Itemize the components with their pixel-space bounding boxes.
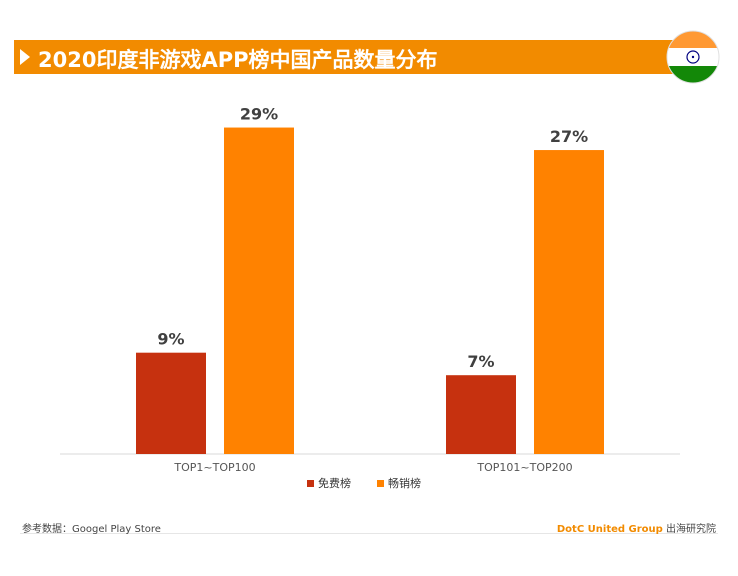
data-label: 9% xyxy=(157,330,184,349)
footer-divider xyxy=(20,533,718,534)
legend-swatch xyxy=(377,480,384,487)
data-label: 27% xyxy=(550,127,588,146)
x-tick-label: TOP101~TOP200 xyxy=(476,461,572,474)
brand-credit: DotC United Group 出海研究院 xyxy=(557,520,716,535)
data-label: 29% xyxy=(240,105,278,124)
bar xyxy=(136,352,206,454)
source-note: 参考数据：Googel Play Store xyxy=(22,524,161,535)
bar xyxy=(224,127,294,455)
brand-name: DotC United Group xyxy=(556,524,663,535)
data-label: 7% xyxy=(467,352,494,371)
legend-label: 免费榜 xyxy=(318,476,351,490)
legend-label: 畅销榜 xyxy=(388,476,421,490)
title-arrow-icon xyxy=(20,49,30,65)
page-title: 2020印度非游戏APP榜中国产品数量分布 xyxy=(38,48,438,72)
brand-suffix: 出海研究院 xyxy=(662,524,716,535)
title-bar: 2020印度非游戏APP榜中国产品数量分布 xyxy=(14,40,708,74)
india-flag-icon xyxy=(666,30,720,84)
bar xyxy=(534,150,604,455)
x-tick-label: TOP1~TOP100 xyxy=(173,461,255,474)
legend-swatch xyxy=(307,480,314,487)
bar xyxy=(446,375,516,454)
